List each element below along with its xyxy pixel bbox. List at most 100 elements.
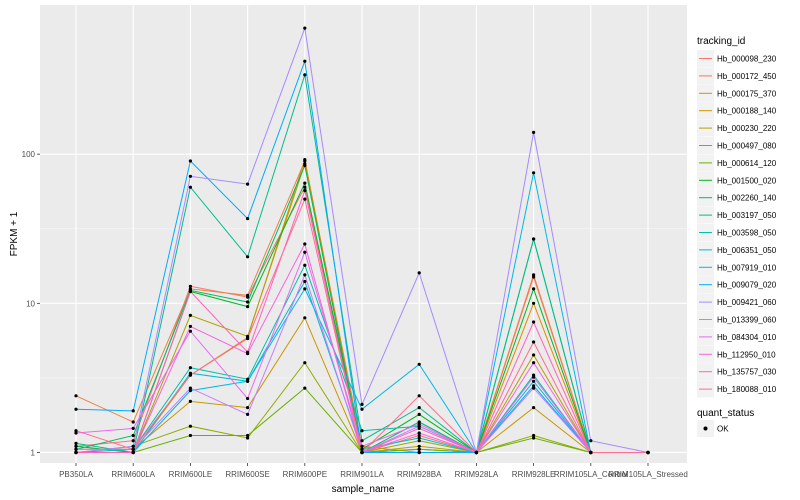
data-point (417, 447, 421, 451)
data-point (532, 171, 536, 175)
legend-label: Hb_000230_220 (717, 124, 777, 133)
data-point (303, 181, 307, 185)
data-point (303, 263, 307, 267)
legend-label: Hb_009079_020 (717, 281, 777, 290)
legend-label: Hb_009421_060 (717, 298, 777, 307)
data-point (532, 436, 536, 440)
data-point (303, 26, 307, 30)
data-point (303, 386, 307, 390)
y-tick-label: 1 (31, 448, 36, 457)
data-point (532, 406, 536, 410)
x-tick-label: RRIM105LA_Control (554, 470, 628, 479)
data-point (532, 340, 536, 344)
legend: tracking_id Hb_000098_230Hb_000172_450Hb… (697, 36, 777, 437)
data-points (74, 26, 650, 455)
data-point (188, 324, 192, 328)
y-axis-title: FPKM + 1 (9, 211, 20, 256)
data-point (589, 439, 593, 443)
data-point (303, 279, 307, 284)
data-point (417, 394, 421, 398)
legend-label: Hb_000614_120 (717, 159, 777, 168)
data-point (532, 237, 536, 241)
data-point (417, 426, 421, 430)
data-point (532, 320, 536, 324)
data-point (246, 293, 250, 297)
data-point (303, 197, 307, 201)
data-point (188, 289, 192, 294)
data-point (188, 284, 192, 288)
legend-title: tracking_id (697, 36, 745, 47)
legend-label: Hb_112950_010 (717, 350, 776, 359)
data-point (131, 444, 135, 448)
data-point (417, 433, 421, 438)
legend-label: Hb_006351_050 (717, 246, 777, 255)
data-point (246, 182, 250, 186)
shape-legend-label: OK (717, 425, 729, 434)
x-tick-label: RRIM928LA (455, 470, 499, 479)
data-point (74, 450, 78, 455)
data-point (246, 334, 250, 338)
data-point (303, 158, 307, 162)
data-point (303, 73, 307, 77)
data-point (417, 412, 421, 416)
data-point (303, 185, 307, 189)
x-tick-label: RRIM600PE (283, 470, 327, 479)
data-point (74, 394, 78, 398)
data-point (188, 329, 192, 333)
data-point (303, 242, 307, 246)
data-point (589, 450, 593, 455)
data-point (532, 379, 536, 383)
legend-items: Hb_000098_230 Hb_000172_450 Hb_000175_370 H… (697, 50, 777, 398)
legend-label: Hb_000497_080 (717, 142, 777, 151)
data-point (360, 429, 364, 433)
data-point (303, 361, 307, 365)
legend-label: Hb_003598_050 (717, 229, 777, 238)
legend-label: Hb_084304_010 (717, 333, 777, 342)
legend-label: Hb_007919_010 (717, 263, 777, 272)
data-point (303, 250, 307, 254)
legend-label: Hb_000175_370 (717, 89, 777, 98)
data-point (74, 441, 78, 445)
legend-label: Hb_003197_050 (717, 211, 777, 220)
shape-legend-point (703, 426, 708, 431)
data-point (417, 444, 421, 448)
data-point (246, 300, 250, 304)
data-point (131, 426, 135, 430)
legend-label: Hb_135757_030 (717, 368, 777, 377)
data-point (303, 163, 307, 168)
data-point (532, 287, 536, 291)
legend-label: Hb_002260_140 (717, 194, 777, 203)
x-tick-label: PB350LA (59, 470, 93, 479)
data-point (417, 431, 421, 435)
data-point (246, 350, 250, 354)
data-point (303, 59, 307, 63)
y-axis-ticks: 1 10 100 (22, 150, 40, 457)
data-point (360, 447, 364, 451)
data-point (246, 379, 250, 383)
data-point (303, 316, 307, 320)
data-point (532, 384, 536, 388)
data-point (417, 271, 421, 275)
data-point (188, 159, 192, 163)
data-point (246, 433, 250, 438)
data-point (532, 386, 536, 390)
data-point (74, 407, 78, 411)
data-point (188, 433, 192, 438)
data-point (532, 375, 536, 379)
data-point (532, 433, 536, 438)
data-point (131, 420, 135, 424)
data-point (188, 399, 192, 403)
x-tick-label: RRIM600SE (225, 470, 269, 479)
data-point (188, 185, 192, 189)
data-point (417, 439, 421, 443)
x-tick-label: RRIM600LE (169, 470, 213, 479)
data-point (532, 130, 536, 134)
data-point (474, 450, 478, 455)
legend-label: Hb_001500_020 (717, 176, 777, 185)
data-point (131, 450, 135, 455)
data-point (532, 353, 536, 357)
data-point (188, 174, 192, 178)
data-point (532, 301, 536, 305)
data-point (360, 402, 364, 406)
